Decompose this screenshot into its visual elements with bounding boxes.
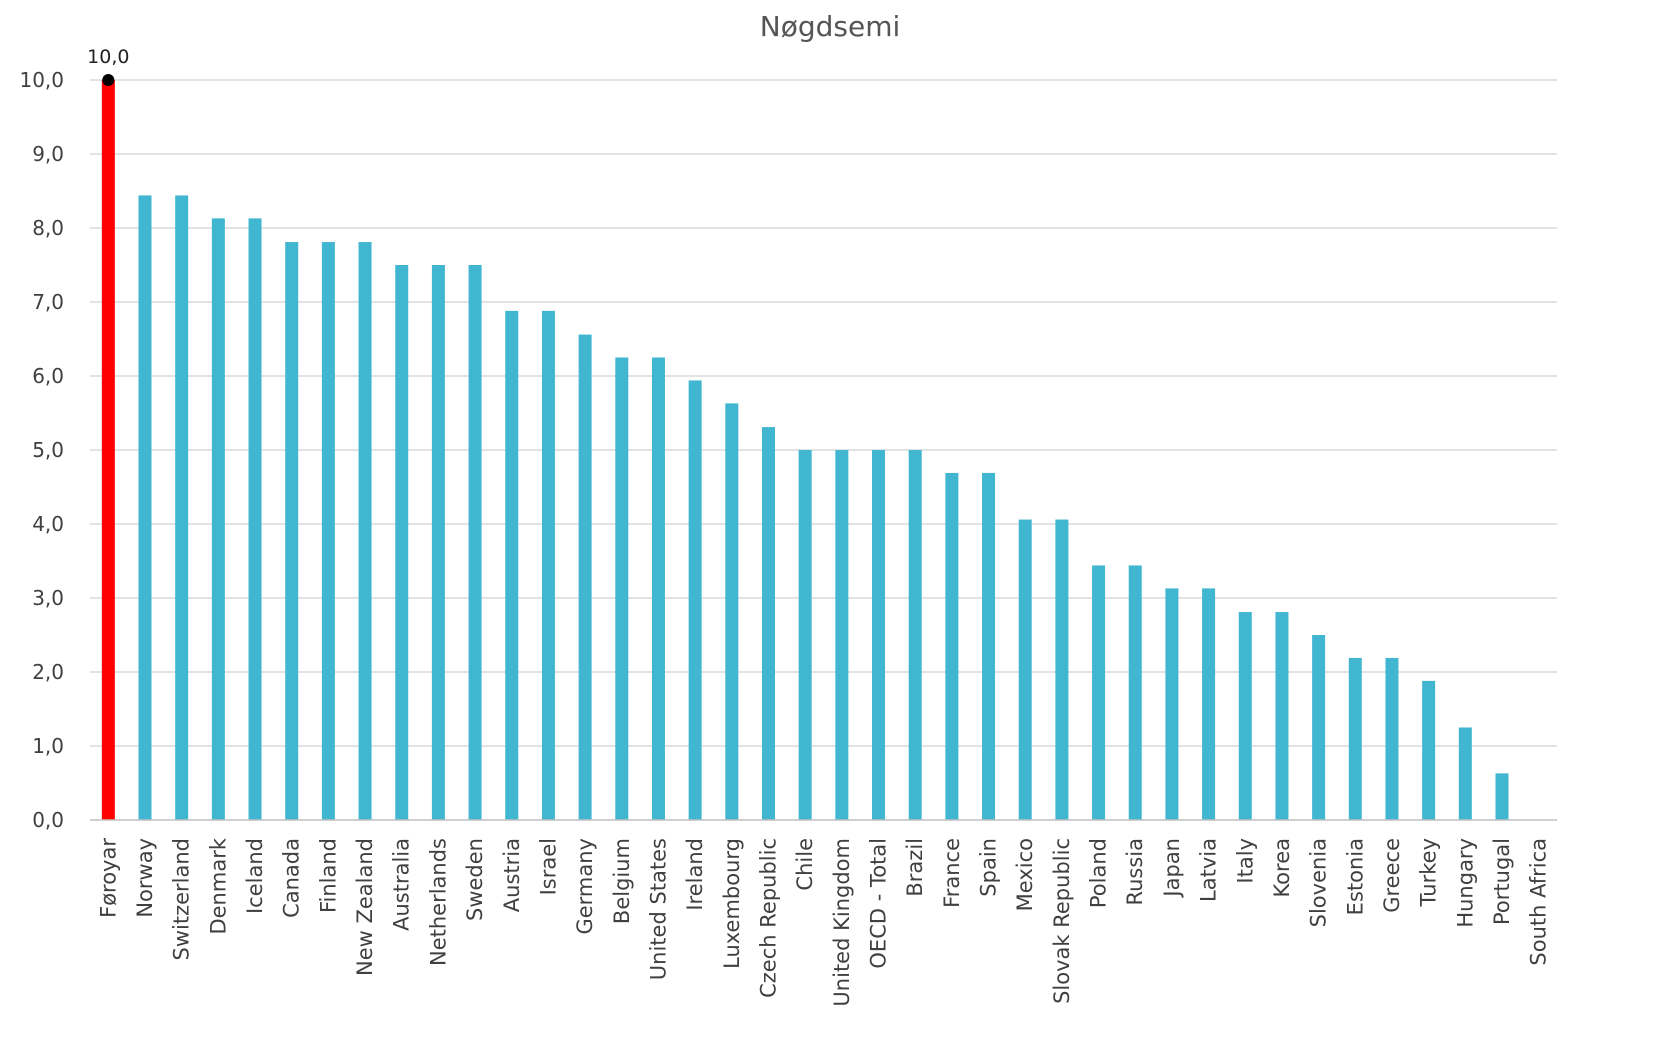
y-tick-label: 10,0 <box>19 68 64 92</box>
y-tick-label: 1,0 <box>32 734 64 758</box>
bar-poland <box>1092 565 1106 820</box>
bar-canada <box>285 242 299 820</box>
bar-belgium <box>615 357 629 820</box>
bar-russia <box>1128 565 1142 820</box>
y-tick-label: 0,0 <box>32 808 64 832</box>
x-tick-label: Korea <box>1270 838 1294 898</box>
x-tick-label: Poland <box>1087 838 1111 908</box>
x-tick-label: United Kingdom <box>830 838 854 1007</box>
bar-netherlands <box>431 265 445 820</box>
x-tick-label: Belgium <box>610 838 634 924</box>
x-tick-label: Israel <box>536 838 560 895</box>
x-tick-label: Netherlands <box>426 838 450 966</box>
bar-new-zealand <box>358 242 372 820</box>
x-tick-label: South Africa <box>1527 838 1551 966</box>
bar-slovak-republic <box>1055 519 1069 820</box>
x-tick-label: Luxembourg <box>720 838 744 969</box>
y-axis-ticks: 0,0 1,0 2,0 3,0 4,0 5,0 6,0 7,0 8,0 9,0 10,0 <box>19 68 64 832</box>
bar-australia <box>395 265 409 820</box>
data-labels: 10,0 <box>87 46 129 86</box>
bar-finland <box>321 242 335 820</box>
data-label: 10,0 <box>87 46 129 68</box>
bar-sweden <box>468 265 482 820</box>
y-tick-label: 2,0 <box>32 660 64 684</box>
bar-hungary <box>1458 727 1472 820</box>
x-tick-label: Australia <box>390 838 414 931</box>
bar-greece <box>1385 657 1399 820</box>
bar-korea <box>1275 612 1289 820</box>
y-tick-label: 6,0 <box>32 364 64 388</box>
x-tick-label: Brazil <box>903 838 927 897</box>
x-tick-label: Spain <box>977 838 1001 897</box>
x-tick-label: Føroyar <box>96 838 120 918</box>
bar-latvia <box>1202 588 1216 820</box>
bar-f-royar <box>101 80 115 820</box>
bar-turkey <box>1422 680 1436 820</box>
bar-norway <box>138 195 152 820</box>
x-tick-label: Austria <box>500 838 524 912</box>
x-tick-label: United States <box>646 838 670 980</box>
bar-mexico <box>1018 519 1032 820</box>
x-tick-label: Estonia <box>1343 838 1367 915</box>
bar-japan <box>1165 588 1179 820</box>
x-tick-label: Chile <box>793 838 817 891</box>
bar-brazil <box>908 450 922 820</box>
x-tick-label: Germany <box>573 838 597 935</box>
x-tick-label: New Zealand <box>353 838 377 976</box>
x-tick-label: Italy <box>1233 838 1257 884</box>
bar-italy <box>1238 612 1252 820</box>
x-tick-label: OECD - Total <box>867 838 891 969</box>
bar-oecd-total <box>872 450 886 820</box>
y-tick-label: 8,0 <box>32 216 64 240</box>
x-tick-label: Denmark <box>206 837 230 934</box>
x-tick-label: Hungary <box>1453 838 1477 928</box>
bar-france <box>945 472 959 820</box>
y-tick-label: 5,0 <box>32 438 64 462</box>
bar-slovenia <box>1312 635 1326 820</box>
bar-luxembourg <box>725 403 739 820</box>
x-tick-label: Iceland <box>243 838 267 914</box>
x-tick-label: Turkey <box>1417 838 1441 907</box>
y-tick-label: 3,0 <box>32 586 64 610</box>
bar-denmark <box>211 218 225 820</box>
bar-ireland <box>688 380 702 820</box>
bar-chile <box>798 450 812 820</box>
x-tick-label: Norway <box>133 838 157 918</box>
bar-israel <box>541 310 555 820</box>
bar-iceland <box>248 218 262 820</box>
x-tick-label: Japan <box>1160 838 1184 899</box>
x-tick-label: Sweden <box>463 838 487 921</box>
bar-portugal <box>1495 773 1509 820</box>
bar-estonia <box>1348 657 1362 820</box>
x-tick-label: Portugal <box>1490 838 1514 925</box>
gridlines <box>90 79 1557 747</box>
x-axis-ticks: Føroyar Norway Switzerland Denmark Iceland Ca… <box>96 837 1550 1006</box>
bar-united-states <box>651 357 665 820</box>
y-tick-label: 7,0 <box>32 290 64 314</box>
bar-austria <box>505 310 519 820</box>
bar-spain <box>982 472 996 820</box>
bar-germany <box>578 334 592 820</box>
y-tick-label: 9,0 <box>32 142 64 166</box>
bar-switzerland <box>175 195 189 820</box>
x-tick-label: France <box>940 838 964 908</box>
x-tick-label: Mexico <box>1013 838 1037 911</box>
chart-title: Nøgdsemi <box>760 10 901 43</box>
x-tick-label: Greece <box>1380 838 1404 913</box>
x-tick-label: Switzerland <box>170 838 194 961</box>
x-tick-label: Czech Republic <box>756 838 780 998</box>
x-tick-label: Russia <box>1123 838 1147 906</box>
bar-united-kingdom <box>835 450 849 820</box>
x-tick-label: Ireland <box>683 838 707 911</box>
bars <box>101 80 1509 820</box>
x-tick-label: Latvia <box>1197 838 1221 902</box>
y-tick-label: 4,0 <box>32 512 64 536</box>
x-tick-label: Slovak Republic <box>1050 838 1074 1004</box>
bar-czech-republic <box>761 427 775 820</box>
data-point-marker <box>102 74 115 86</box>
x-tick-label: Finland <box>316 838 340 913</box>
x-tick-label: Canada <box>280 838 304 918</box>
x-tick-label: Slovenia <box>1307 838 1331 927</box>
